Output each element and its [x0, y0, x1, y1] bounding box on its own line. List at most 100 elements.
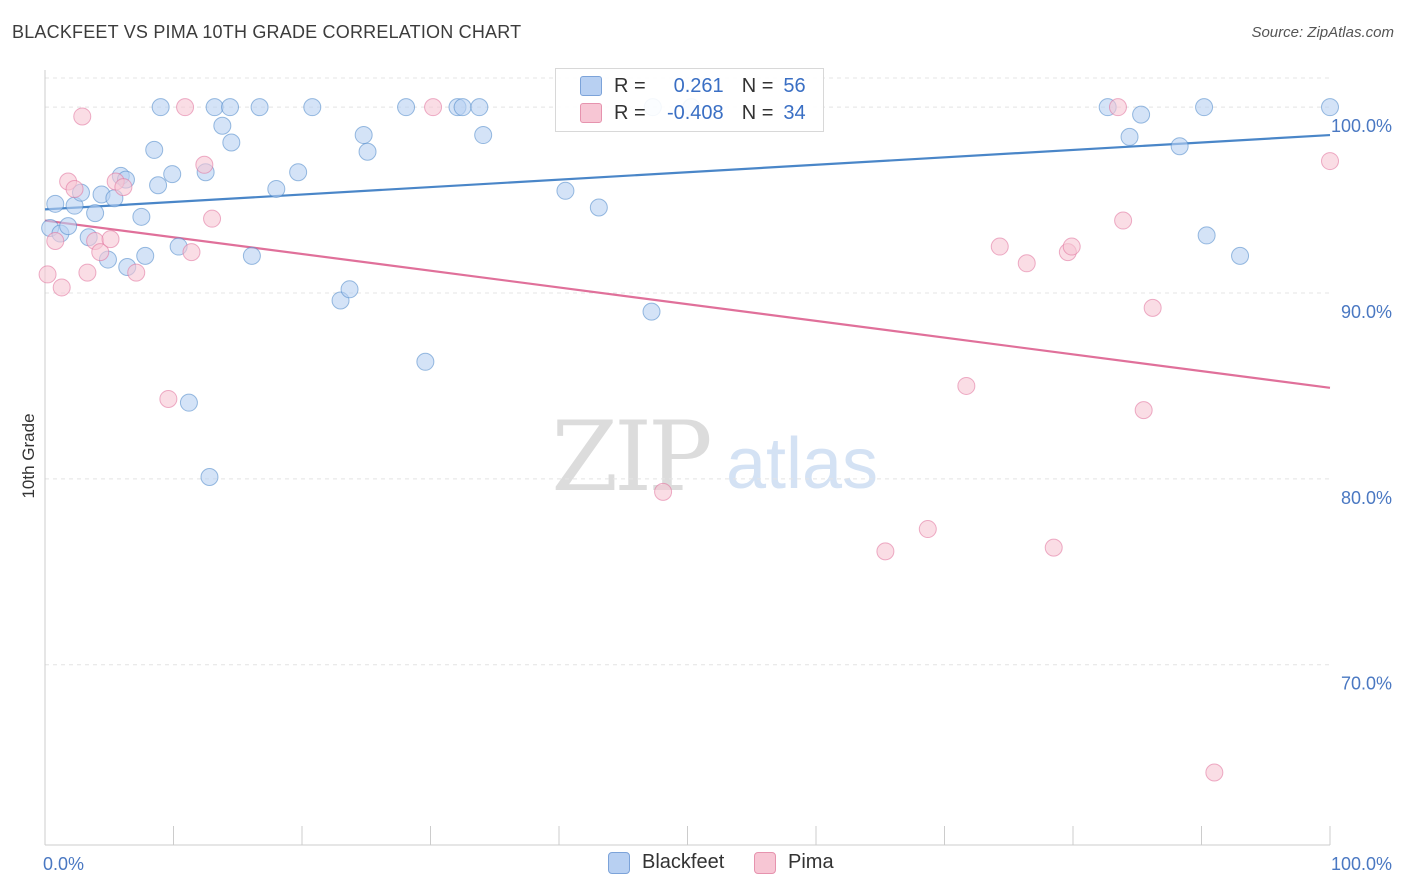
series-legend: Blackfeet Pima [0, 851, 1406, 879]
point-blackfeet [250, 98, 269, 117]
point-blackfeet [1197, 226, 1216, 245]
point-blackfeet [132, 207, 151, 226]
y-tick-label: 90.0% [1341, 302, 1392, 322]
point-blackfeet [1120, 127, 1139, 146]
y-tick-label: 80.0% [1341, 488, 1392, 508]
point-pima [182, 243, 201, 262]
point-pima [176, 98, 195, 117]
trendline-blackfeet [44, 133, 1331, 211]
point-pima [654, 482, 673, 501]
watermark-atlas: atlas [726, 424, 878, 504]
legend-label-pima: Pima [788, 851, 834, 873]
y-axis-label: 10th Grade [19, 413, 38, 498]
chart-title: BLACKFEET VS PIMA 10TH GRADE CORRELATION… [12, 22, 522, 42]
point-pima [73, 107, 92, 126]
point-pima [65, 179, 84, 198]
point-blackfeet [205, 98, 224, 117]
point-pima [1062, 237, 1081, 256]
point-pima [46, 231, 65, 250]
point-blackfeet [179, 393, 198, 412]
legend-swatch-pima [754, 851, 776, 874]
legend-item-pima[interactable]: Pima [754, 851, 834, 874]
point-blackfeet [200, 468, 219, 487]
point-pima [876, 542, 895, 561]
legend-n-value: 56 [783, 74, 806, 97]
point-blackfeet [556, 181, 575, 200]
point-blackfeet [397, 98, 416, 117]
point-pima [195, 155, 214, 174]
source-label: Source: ZipAtlas.com [1251, 24, 1394, 41]
stats-legend: R = 0.261 N = 56 R = -0.408 N = 34 [555, 68, 824, 132]
point-blackfeet [453, 98, 472, 117]
point-pima [203, 209, 222, 228]
point-pima [1114, 211, 1133, 230]
point-blackfeet [474, 126, 493, 145]
point-pima [918, 520, 937, 539]
point-blackfeet [86, 204, 105, 223]
point-pima [52, 278, 71, 297]
x-tick-label: 100.0% [1331, 854, 1392, 874]
legend-row-blackfeet: R = 0.261 N = 56 [580, 74, 806, 98]
watermark: ZIP atlas [551, 401, 878, 513]
point-pima [1134, 401, 1153, 420]
point-blackfeet [267, 179, 286, 198]
point-pima [114, 178, 133, 197]
legend-row-pima: R = -0.408 N = 34 [580, 101, 806, 125]
point-pima [1108, 98, 1127, 117]
point-pima [159, 389, 178, 408]
legend-n-label: N = [741, 101, 774, 124]
y-tick-labels: 70.0% 80.0% 90.0% 100.0% [1331, 116, 1392, 694]
point-pima [78, 263, 97, 282]
legend-swatch-pima [580, 103, 602, 123]
point-pima [1205, 763, 1224, 782]
point-blackfeet [1132, 105, 1151, 124]
grid-lines [45, 77, 1330, 666]
point-blackfeet [470, 98, 489, 117]
legend-r-label: R = [614, 74, 646, 97]
point-blackfeet [642, 302, 661, 321]
point-blackfeet [1170, 137, 1189, 156]
point-blackfeet [136, 246, 155, 265]
point-blackfeet [46, 194, 65, 213]
point-pima [990, 237, 1009, 256]
point-blackfeet [213, 116, 232, 135]
trend-lines [44, 133, 1331, 389]
point-pima [424, 98, 443, 117]
point-blackfeet [145, 140, 164, 159]
x-tick-label: 0.0% [43, 854, 84, 874]
point-blackfeet [354, 126, 373, 145]
legend-n-label: N = [741, 74, 774, 97]
point-blackfeet [303, 98, 322, 117]
legend-label-blackfeet: Blackfeet [642, 851, 725, 873]
point-blackfeet [340, 280, 359, 299]
legend-item-blackfeet[interactable]: Blackfeet [608, 851, 724, 874]
point-blackfeet [416, 352, 435, 371]
point-pima [91, 243, 110, 262]
point-pima [38, 265, 57, 284]
point-blackfeet [222, 133, 241, 152]
point-pima [1044, 538, 1063, 557]
axes [44, 70, 1331, 846]
point-blackfeet [149, 176, 168, 195]
legend-swatch-blackfeet [608, 851, 630, 874]
point-blackfeet [358, 142, 377, 161]
legend-r-label: R = [614, 101, 646, 124]
legend-r-value: -0.408 [666, 101, 724, 124]
point-blackfeet [589, 198, 608, 217]
point-pima [1143, 298, 1162, 317]
point-pima [1321, 152, 1339, 171]
point-pima [127, 263, 146, 282]
point-blackfeet [1321, 98, 1339, 117]
point-pima [101, 230, 120, 249]
y-tick-label: 70.0% [1341, 674, 1392, 694]
y-tick-label: 100.0% [1331, 116, 1392, 136]
legend-r-value: 0.261 [673, 74, 724, 97]
trendline-pima [44, 219, 1331, 389]
legend-swatch-blackfeet [580, 76, 602, 96]
point-blackfeet [1195, 98, 1214, 117]
watermark-zip: ZIP [551, 401, 710, 513]
point-pima [957, 376, 976, 395]
point-blackfeet [242, 246, 261, 265]
x-tick-labels: 0.0% 100.0% [43, 854, 1392, 874]
point-blackfeet [1231, 246, 1250, 265]
